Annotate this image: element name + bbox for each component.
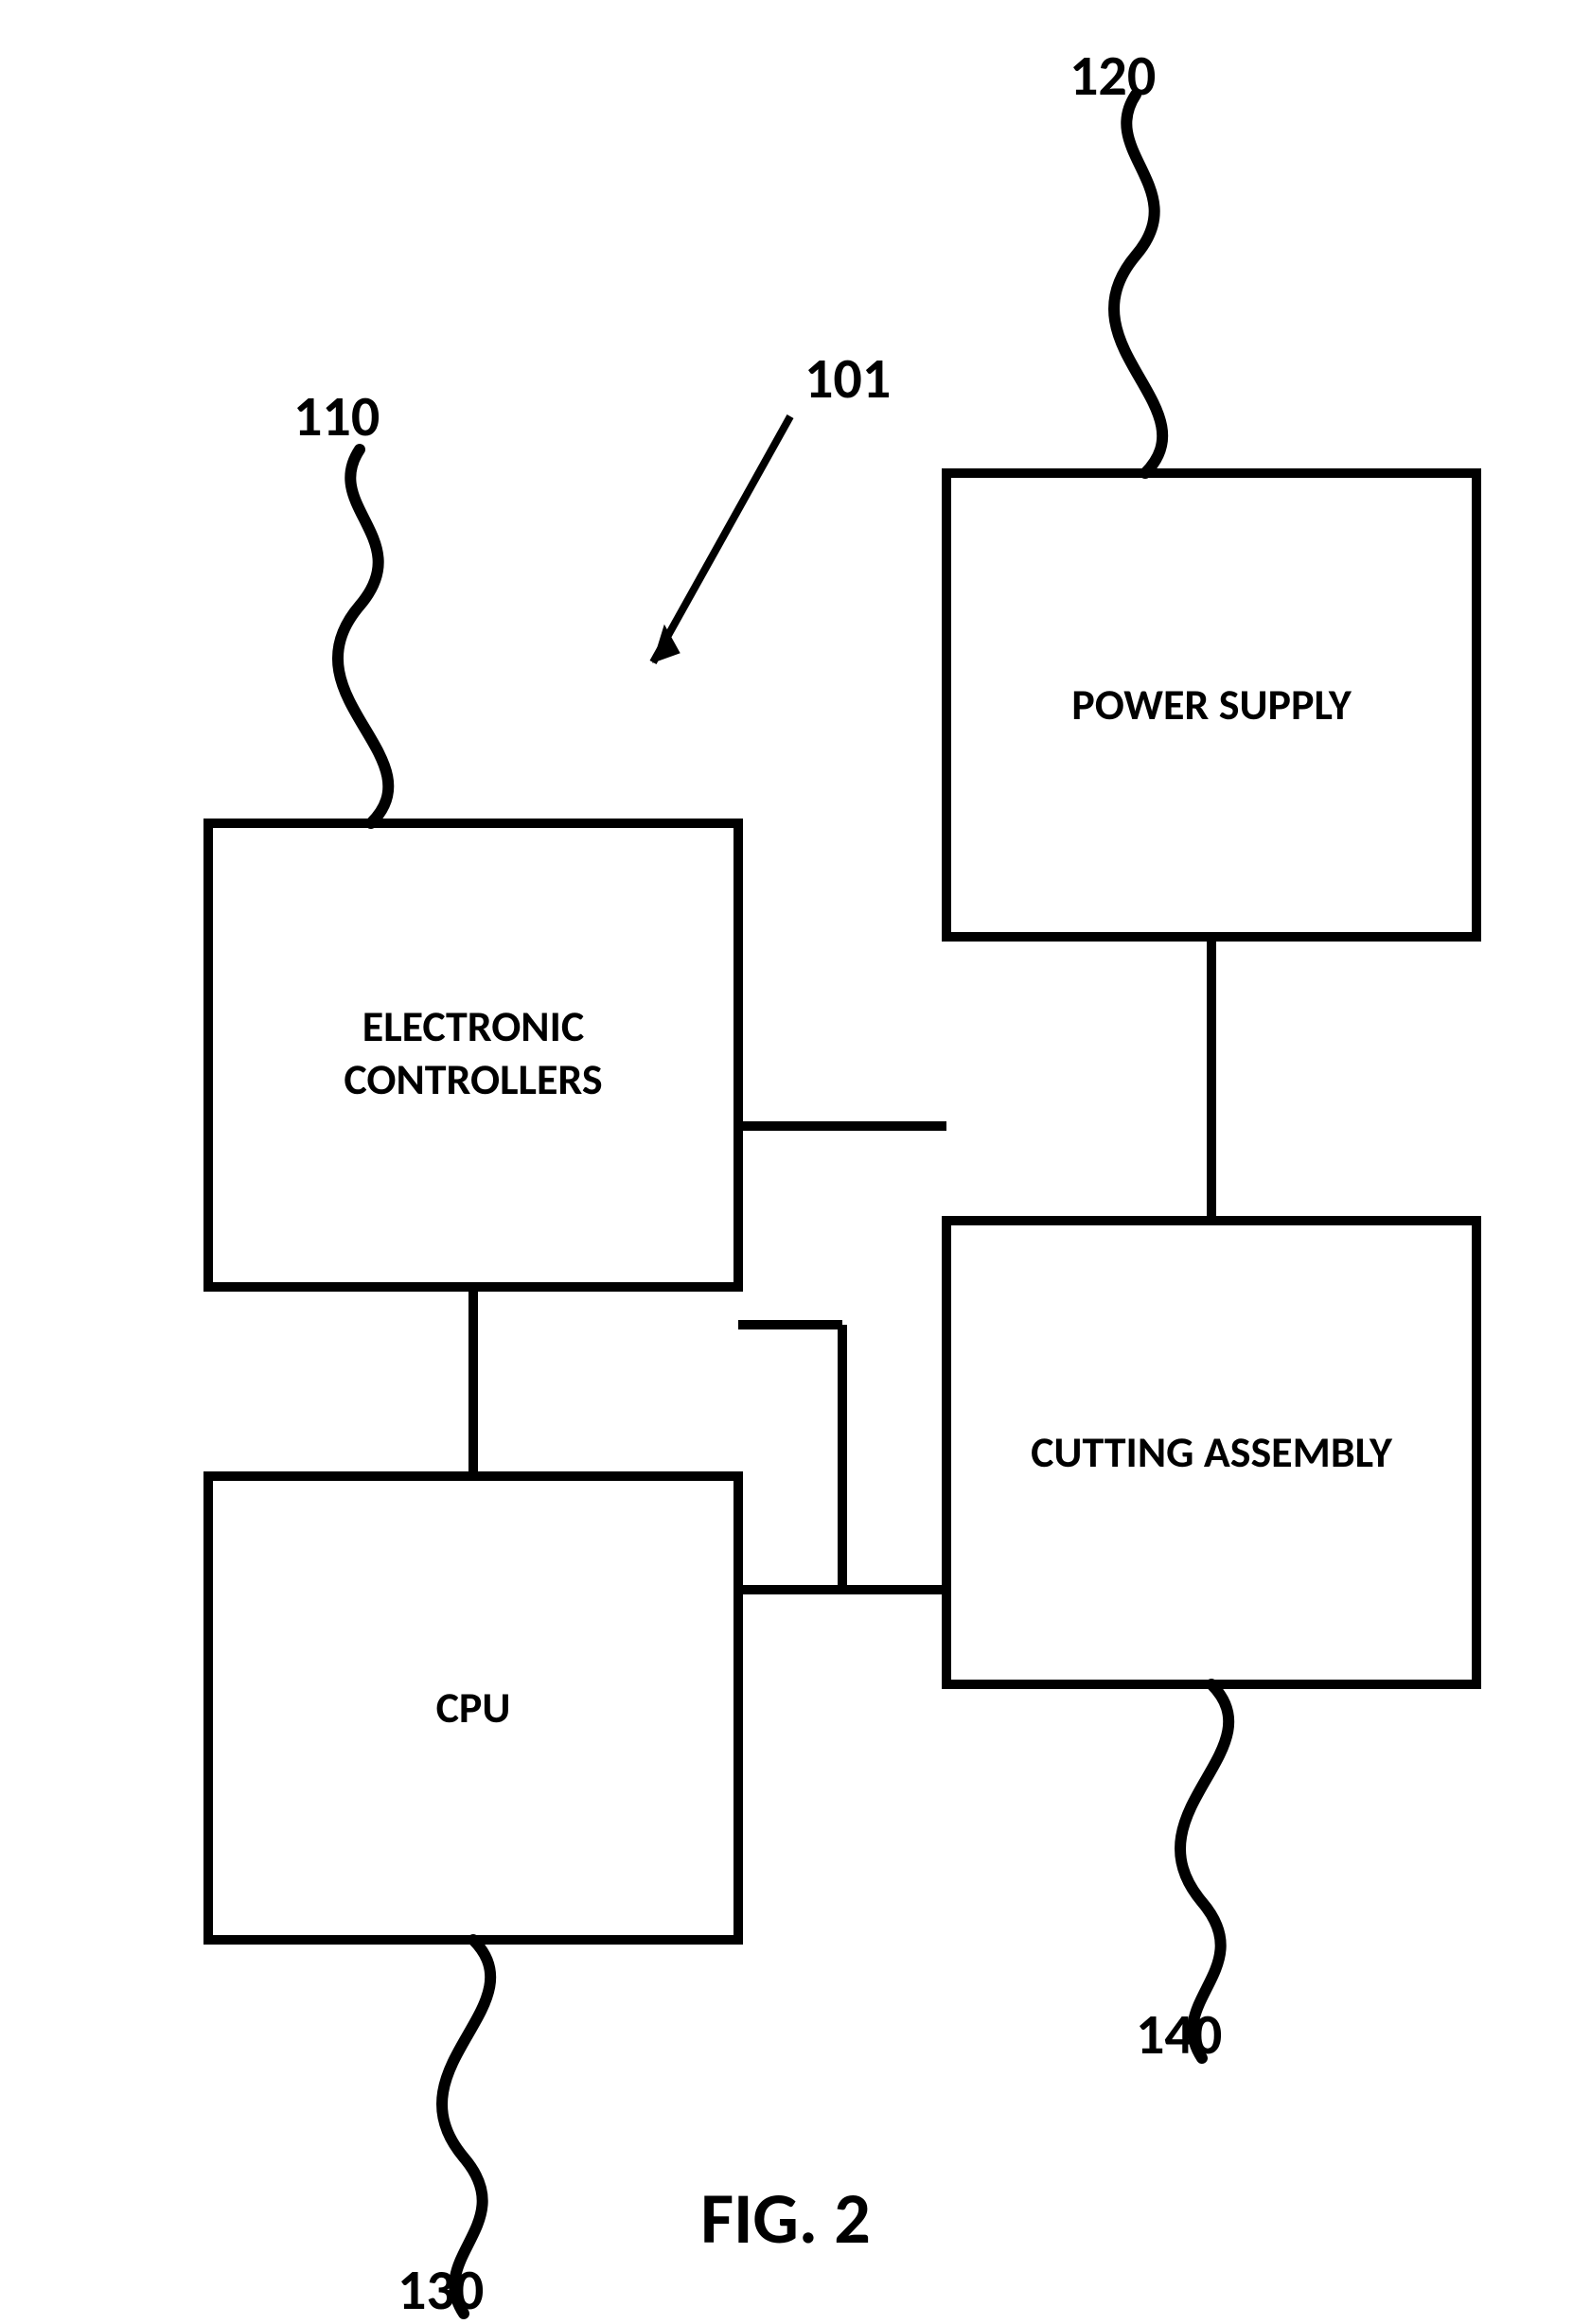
- arrow-101-line: [653, 416, 790, 662]
- ref-110: 110: [293, 382, 380, 451]
- box-label-controllers-1: CONTROLLERS: [344, 1053, 602, 1106]
- figure-label: FIG. 2: [700, 2175, 871, 2262]
- ref-120: 120: [1069, 42, 1156, 111]
- arrow-101-head: [653, 625, 680, 662]
- ref-101: 101: [804, 344, 891, 414]
- leader-s120: [1114, 95, 1162, 473]
- box-label-cpu-0: CPU: [436, 1681, 511, 1734]
- ref-140: 140: [1136, 2000, 1222, 2069]
- box-label-controllers-0: ELECTRONIC: [362, 1000, 584, 1053]
- leader-s110: [338, 449, 388, 823]
- box-label-cutting-0: CUTTING ASSEMBLY: [1031, 1426, 1393, 1479]
- ref-130: 130: [398, 2256, 484, 2324]
- box-label-power-0: POWER SUPPLY: [1071, 678, 1352, 731]
